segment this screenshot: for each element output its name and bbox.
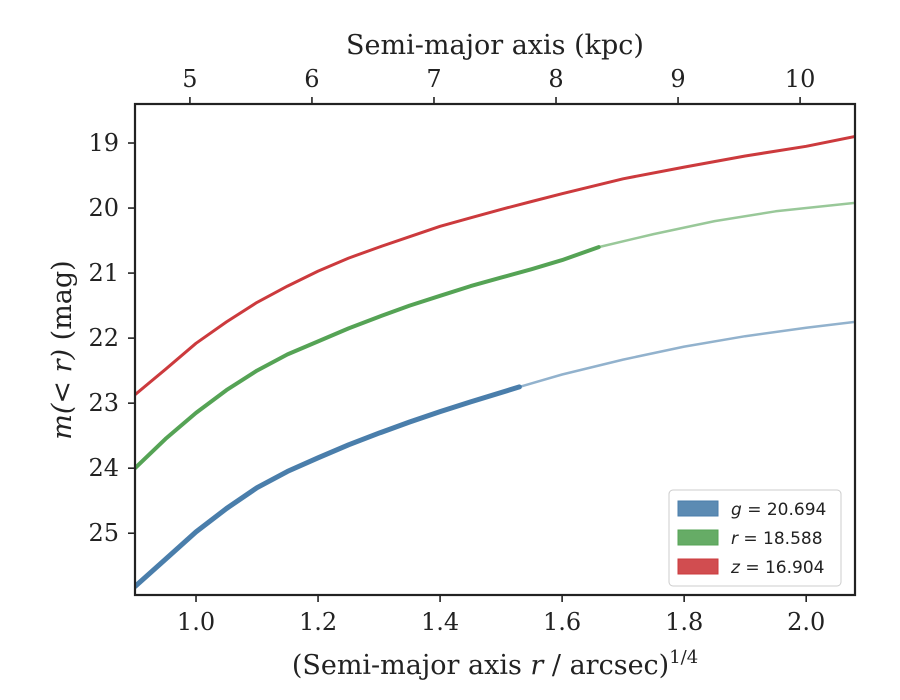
axes: 1.0 1.2 1.4 1.6 1.8 2.0 19 20 21 22 23 24 25 5 6 7 8 9 10 xyxy=(88,65,857,636)
x2-axis-title: Semi-major axis (kpc) xyxy=(346,30,644,61)
x2-tick-label: 8 xyxy=(548,65,563,93)
series-line-r xyxy=(135,245,601,471)
legend-label-value: = 20.694 xyxy=(742,500,827,520)
x-tick-label: 2.0 xyxy=(787,608,825,636)
x-axis-title-prefix: (Semi-major axis xyxy=(292,650,531,681)
legend-label-r: r = 18.588 xyxy=(731,529,823,549)
x-axis-title-sup: 1/4 xyxy=(669,647,698,668)
x-tick-label: 1.6 xyxy=(543,608,581,636)
legend-label-value: = 18.588 xyxy=(738,529,823,549)
y-axis-title-var: m xyxy=(47,414,78,440)
x-tick-label: 1.8 xyxy=(665,608,703,636)
x-axis-title-var: r xyxy=(530,650,545,681)
x2-tick-label: 7 xyxy=(426,65,441,93)
x-tick-label: 1.4 xyxy=(421,608,459,636)
y-tick-label: 21 xyxy=(88,259,119,287)
x2-tick-label: 10 xyxy=(785,65,816,93)
y-tick-label: 22 xyxy=(88,324,119,352)
plot-area xyxy=(135,135,855,589)
series-line-g xyxy=(135,384,522,589)
series-extrapolation-r xyxy=(598,201,855,249)
y-tick-label: 19 xyxy=(88,129,119,157)
y-tick-label: 20 xyxy=(88,194,119,222)
series-lines xyxy=(135,135,855,589)
legend-label-var: g xyxy=(731,500,742,520)
plot-frame xyxy=(133,102,857,597)
x2-tick-label: 6 xyxy=(304,65,319,93)
x2-tick-label: 9 xyxy=(670,65,685,93)
x2-tick-label: 5 xyxy=(182,65,197,93)
legend-swatch-r xyxy=(677,529,719,546)
legend-label-z: z = 16.904 xyxy=(730,558,824,578)
y-axis-title: m(< r) (mag) xyxy=(47,260,78,439)
legend-label-var: z xyxy=(730,558,741,578)
y-tick-label: 24 xyxy=(88,454,119,482)
legend-swatch-z xyxy=(677,558,719,575)
y-axis-title-unit: (mag) xyxy=(47,260,78,349)
y-axis-title-mid: (< r) xyxy=(47,349,78,414)
legend-label-value: = 16.904 xyxy=(740,558,825,578)
x-tick-label: 1.0 xyxy=(177,608,215,636)
legend-label-g: g = 20.694 xyxy=(731,500,826,520)
series-line-z xyxy=(135,135,855,397)
x-axis-title: (Semi-major axis r / arcsec)1/4 xyxy=(292,647,698,681)
x-axis-title-suffix: / arcsec) xyxy=(543,650,669,681)
x-tick-label: 1.2 xyxy=(299,608,337,636)
y-tick-label: 25 xyxy=(88,519,119,547)
legend-label-var: r xyxy=(731,529,739,549)
y-tick-label: 23 xyxy=(88,389,119,417)
legend-swatch-g xyxy=(677,500,719,517)
series-extrapolation-g xyxy=(519,320,855,389)
